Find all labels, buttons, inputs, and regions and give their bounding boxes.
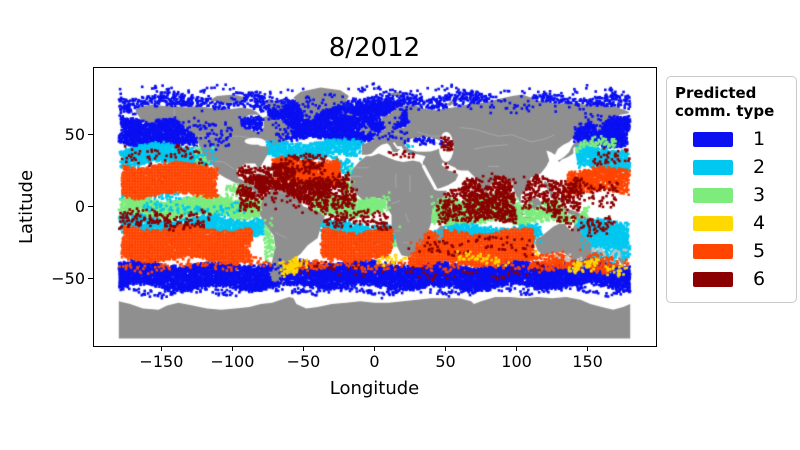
x-tick-mark bbox=[302, 346, 305, 351]
x-tick-label: 50 bbox=[435, 352, 456, 371]
legend-item-label: 4 bbox=[753, 212, 766, 234]
x-tick-label: 150 bbox=[572, 352, 603, 371]
legend-item-label: 1 bbox=[753, 128, 766, 150]
legend-item-label: 5 bbox=[753, 240, 766, 262]
x-axis-label: Longitude bbox=[329, 378, 420, 399]
y-tick-mark bbox=[88, 134, 93, 136]
x-tick-label: −150 bbox=[139, 352, 184, 371]
legend-item-4: 4 bbox=[675, 209, 788, 237]
x-tick-mark bbox=[231, 346, 234, 351]
y-tick-mark bbox=[88, 277, 93, 279]
y-tick-label: −50 bbox=[51, 268, 85, 288]
x-tick-mark bbox=[444, 346, 447, 351]
legend-item-1: 1 bbox=[675, 125, 788, 153]
x-tick-mark bbox=[160, 346, 162, 351]
legend-swatch-6 bbox=[693, 271, 733, 287]
legend: Predicted comm. type 1 2 3 4 5 6 bbox=[666, 76, 797, 303]
legend-item-2: 2 bbox=[675, 153, 788, 181]
legend-item-label: 2 bbox=[753, 156, 766, 178]
x-tick-label: 100 bbox=[501, 352, 532, 371]
legend-item-6: 6 bbox=[675, 265, 788, 293]
legend-items: 1 2 3 4 5 6 bbox=[675, 125, 788, 293]
legend-title-line2: comm. type bbox=[675, 102, 775, 120]
legend-item-label: 3 bbox=[753, 184, 766, 206]
x-tick-label: 0 bbox=[369, 352, 380, 371]
legend-swatch-5 bbox=[693, 243, 733, 259]
legend-item-3: 3 bbox=[675, 181, 788, 209]
x-tick-mark bbox=[586, 346, 589, 351]
legend-title-line1: Predicted bbox=[675, 84, 757, 102]
plot-title: 8/2012 bbox=[328, 33, 421, 63]
legend-swatch-3 bbox=[693, 187, 733, 203]
legend-item-label: 6 bbox=[753, 268, 766, 290]
x-tick-mark bbox=[373, 346, 376, 351]
x-tick-mark bbox=[515, 346, 518, 351]
legend-swatch-1 bbox=[693, 131, 733, 147]
y-tick-label: 50 bbox=[64, 125, 85, 145]
x-tick-label: −50 bbox=[286, 352, 321, 371]
world-map-scatter-canvas bbox=[94, 68, 655, 345]
legend-swatch-2 bbox=[693, 159, 733, 175]
legend-swatch-4 bbox=[693, 215, 733, 231]
y-tick-label: 0 bbox=[74, 197, 85, 216]
y-tick-mark bbox=[88, 205, 93, 208]
x-tick-label: −100 bbox=[210, 352, 255, 371]
legend-item-5: 5 bbox=[675, 237, 788, 265]
